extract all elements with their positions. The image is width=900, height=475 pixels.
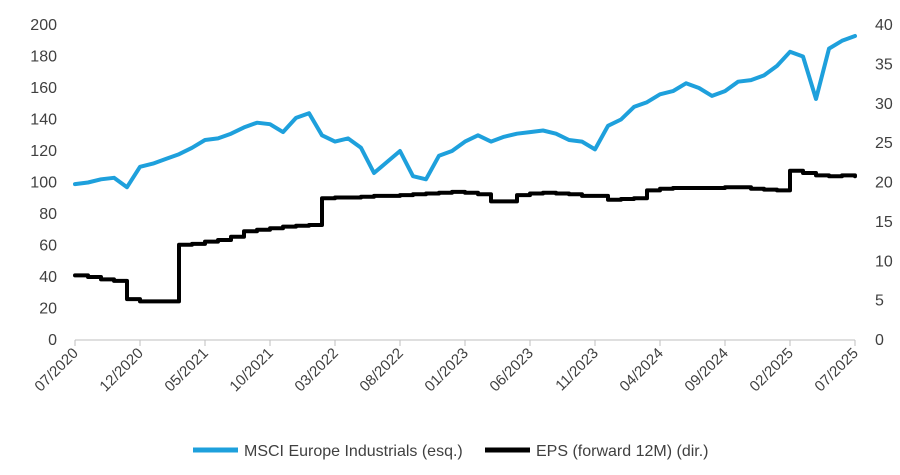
y-right-tick-label: 40 — [875, 17, 893, 34]
y-left-tick-label: 160 — [30, 80, 57, 97]
x-tick-label: 05/2021 — [161, 345, 211, 395]
series-line-eps — [73, 168, 857, 304]
y-left-tick-label: 120 — [30, 143, 57, 160]
x-tick-label: 10/2021 — [226, 345, 276, 395]
x-tick-label: 07/2020 — [31, 345, 81, 395]
y-right-tick-label: 10 — [875, 253, 893, 270]
series-layer — [73, 34, 857, 304]
y-left-tick-label: 100 — [30, 175, 57, 192]
x-tick-label: 07/2025 — [811, 345, 861, 395]
x-tick-label: 02/2025 — [746, 345, 796, 395]
x-tick-label: 09/2024 — [681, 345, 731, 395]
x-tick-label: 08/2022 — [356, 345, 406, 395]
x-tick-label: 01/2023 — [421, 345, 471, 395]
x-tick-label: 03/2022 — [291, 345, 341, 395]
y-left-tick-label: 180 — [30, 49, 57, 66]
y-right-tick-label: 5 — [875, 293, 884, 310]
y-left-tick-label: 0 — [48, 332, 57, 349]
y-left-tick-label: 60 — [39, 238, 57, 255]
y-right-tick-label: 35 — [875, 56, 893, 73]
y-right-tick-label: 0 — [875, 332, 884, 349]
y-right-tick-label: 25 — [875, 135, 893, 152]
x-tick-label: 06/2023 — [486, 345, 536, 395]
y-right-tick-label: 30 — [875, 96, 893, 113]
legend-label-eps: EPS (forward 12M) (dir.) — [536, 443, 708, 460]
x-tick-label: 11/2023 — [552, 345, 602, 395]
y-left-tick-label: 20 — [39, 301, 57, 318]
legend: MSCI Europe Industrials (esq.) EPS (forw… — [193, 443, 708, 460]
legend-label-msci: MSCI Europe Industrials (esq.) — [244, 443, 463, 460]
y-right-tick-label: 15 — [875, 214, 893, 231]
y-right-tick-label: 20 — [875, 175, 893, 192]
y-left-tick-label: 200 — [30, 17, 57, 34]
y-left-tick-label: 140 — [30, 112, 57, 129]
x-tick-label: 12/2020 — [96, 345, 146, 395]
y-left-tick-label: 80 — [39, 206, 57, 223]
y-left-tick-label: 40 — [39, 269, 57, 286]
x-tick-label: 04/2024 — [616, 345, 666, 395]
series-line-msci — [73, 34, 857, 190]
